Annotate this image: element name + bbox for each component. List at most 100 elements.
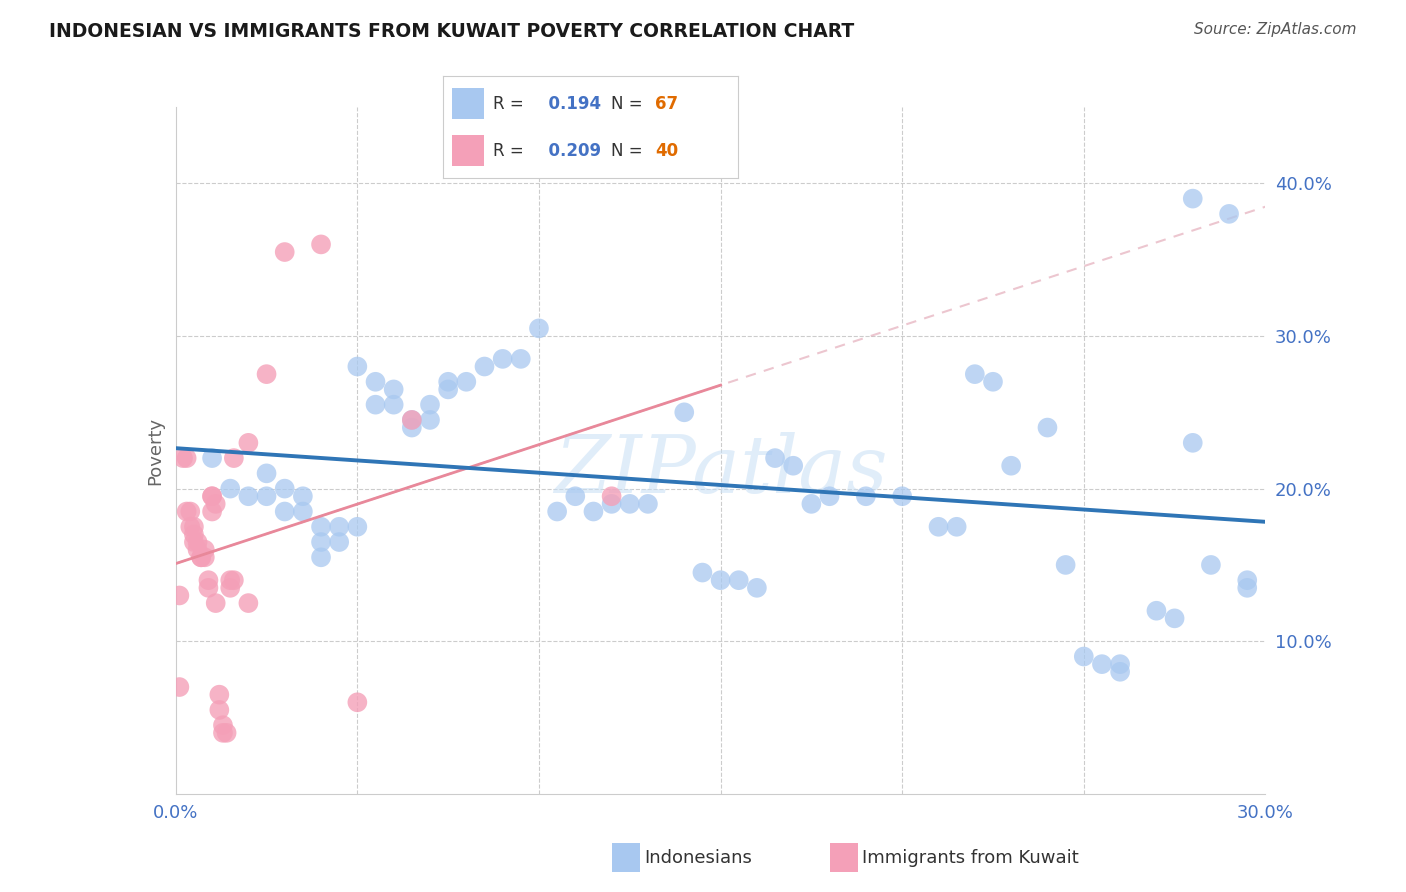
Point [204,596,226,610]
Point [194,542,217,557]
Point [546,504,568,518]
Point [309,550,332,565]
Point [600,497,623,511]
Point [208,688,231,702]
Text: 40: 40 [655,142,679,160]
Point [818,489,841,503]
Point [179,504,201,518]
Point [346,695,368,709]
Point [456,375,478,389]
Point [1181,192,1204,206]
Point [564,489,586,503]
Point [800,497,823,511]
Point [186,542,209,557]
Point [274,504,297,518]
Point [1036,420,1059,434]
Point [1000,458,1022,473]
Point [176,504,198,518]
Point [291,489,314,503]
Text: Immigrants from Kuwait: Immigrants from Kuwait [862,849,1078,867]
Text: N =: N = [612,142,648,160]
Point [256,367,278,381]
Point [219,573,242,587]
Point [183,535,205,549]
Point [201,504,224,518]
Point [437,383,460,397]
Point [582,504,605,518]
Point [419,398,441,412]
Text: 67: 67 [655,95,679,112]
Point [692,566,714,580]
Point [1109,665,1132,679]
Point [328,520,350,534]
Point [204,497,226,511]
Point [219,581,242,595]
Point [1218,207,1240,221]
Point [190,550,212,565]
Point [891,489,914,503]
Point [782,458,804,473]
Text: INDONESIAN VS IMMIGRANTS FROM KUWAIT POVERTY CORRELATION CHART: INDONESIAN VS IMMIGRANTS FROM KUWAIT POV… [49,22,855,41]
Point [401,413,423,427]
Point [274,245,297,260]
Point [346,359,368,374]
Point [763,451,786,466]
Point [401,420,423,434]
Point [169,680,191,694]
Point [201,489,224,503]
Point [238,435,260,450]
Point [208,703,231,717]
Point [197,573,219,587]
Point [309,237,332,252]
Text: ZIPatlas: ZIPatlas [554,433,887,510]
Point [197,581,219,595]
Point [1146,604,1168,618]
Text: N =: N = [612,95,648,112]
Point [346,520,368,534]
Point [1236,581,1258,595]
Point [673,405,696,419]
Point [172,451,194,466]
Point [222,451,245,466]
Point [274,482,297,496]
Point [1054,558,1077,572]
Point [256,489,278,503]
Point [1199,558,1222,572]
Point [419,413,441,427]
Point [637,497,659,511]
Point [190,550,212,565]
Point [212,726,235,740]
Point [169,589,191,603]
Point [364,375,387,389]
Text: R =: R = [494,142,529,160]
Text: Indonesians: Indonesians [644,849,752,867]
Point [201,451,224,466]
Point [509,351,531,366]
Point [309,535,332,549]
Point [1236,573,1258,587]
Point [527,321,550,335]
Point [179,520,201,534]
Point [219,482,242,496]
Point [238,596,260,610]
Point [1181,435,1204,450]
Point [963,367,986,381]
Text: R =: R = [494,95,529,112]
Point [727,573,749,587]
Point [222,573,245,587]
Point [176,451,198,466]
Point [1109,657,1132,672]
Text: 0.209: 0.209 [537,142,602,160]
Point [600,489,623,503]
Point [855,489,877,503]
Point [238,489,260,503]
Point [619,497,641,511]
Text: 0.194: 0.194 [537,95,602,112]
Point [928,520,950,534]
Point [215,726,238,740]
Point [364,398,387,412]
Point [212,718,235,732]
Bar [451,88,484,119]
Point [437,375,460,389]
Point [1073,649,1095,664]
